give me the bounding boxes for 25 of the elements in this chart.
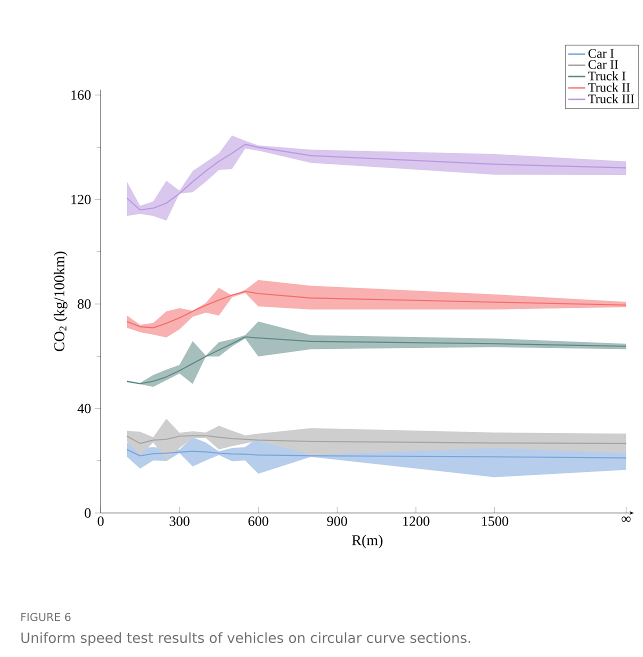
caption: FIGURE 6 [21,612,71,622]
y-tick-label: 0 [84,508,91,518]
line-series [126,448,627,458]
x-tick-label: 300 [170,516,190,526]
x-tick-label: 600 [248,516,268,526]
x-tick-label: 1500 [482,516,508,526]
y-tick-label: 80 [78,299,91,309]
text: Uniform speed test results of vehicles on circular curve sections. [21,632,470,646]
y-tick-label: 160 [71,90,91,100]
x-tick-label: 0 [98,516,104,526]
line-series [126,290,627,328]
x-tick-label: 1200 [403,516,430,526]
y-axis-title: CO$_{2}$ (kg/100km) [54,252,68,352]
y-tick-label: 120 [71,194,91,204]
x-tick-label: ∞ [622,516,631,522]
legend-label: Car I [588,49,614,58]
legend-label: Truck III [588,94,634,104]
x-tick-label: 900 [327,516,348,526]
line-series [126,144,627,211]
legend-label: Truck I [588,71,626,80]
y-tick-label: 40 [77,404,91,414]
legend-label: Car II [588,60,618,69]
x-axis-title: R(m) [352,534,382,548]
legend-label: Truck II [588,82,630,92]
line-series [126,336,627,384]
